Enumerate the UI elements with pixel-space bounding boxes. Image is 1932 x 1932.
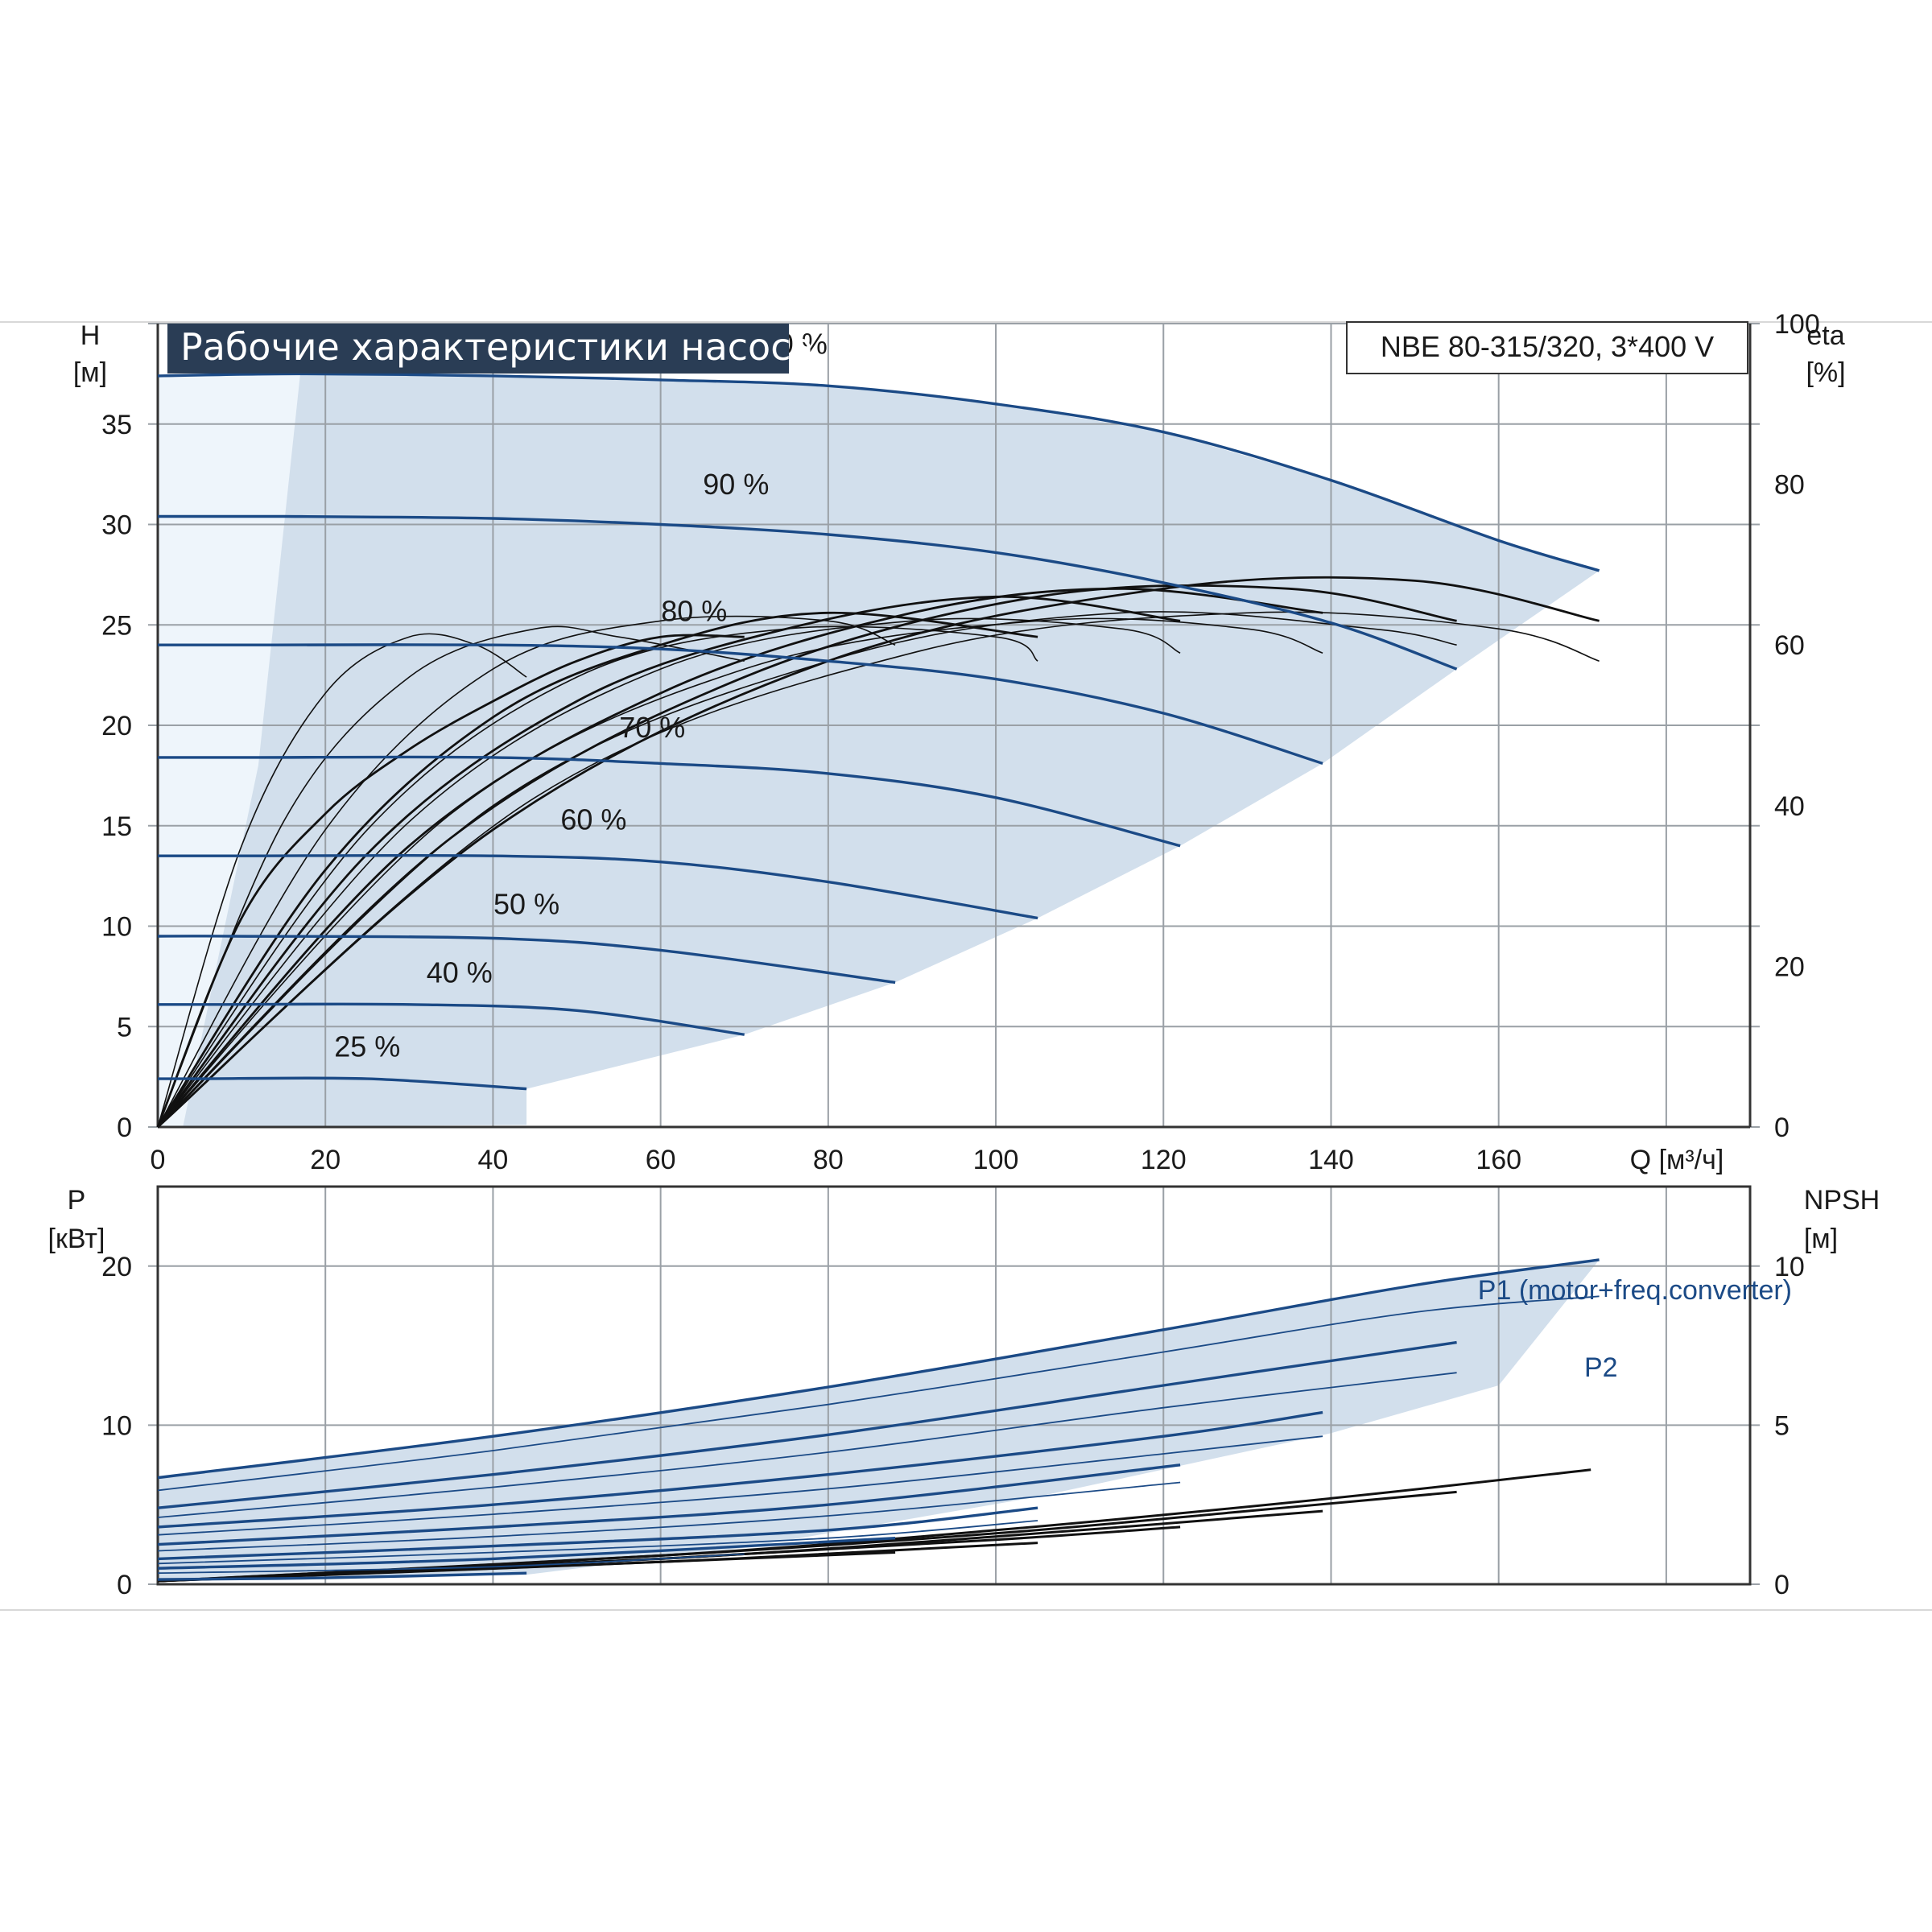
y2-tick-label: 60 — [1774, 630, 1805, 661]
head-curve — [158, 853, 1038, 920]
efficiency-curve — [157, 576, 1600, 1129]
head-curve — [157, 935, 896, 985]
npsh-tick-label: 10 — [1774, 1252, 1805, 1282]
y-axis-label: H — [80, 320, 101, 351]
p-tick-label: 0 — [117, 1570, 132, 1600]
head-panel: 100 %90 %80 %70 %60 %50 %40 %25 % 020406… — [73, 309, 1846, 1175]
efficiency-curve — [157, 617, 1181, 1128]
power-panel: 0 10 20 0 5 10 P [кВт] NPSH [м] P1 (motor+fre… — [48, 1185, 1880, 1600]
x-tick-label: 0 — [151, 1145, 166, 1175]
power-curve — [157, 1553, 745, 1575]
power-curves — [157, 1258, 1600, 1581]
y2-tick-label: 40 — [1774, 791, 1805, 822]
power-range — [158, 1259, 1600, 1580]
power-curve — [157, 1410, 1323, 1529]
y-tick-label: 35 — [101, 410, 132, 440]
head-axis-ticks: 0 20 40 60 80 100 120 140 160 0 5 10 15 20 25 30 35 0 20 40… — [101, 309, 1820, 1175]
power-curve — [157, 1258, 1600, 1480]
y-tick-label: 0 — [117, 1113, 132, 1143]
head-curve — [158, 643, 1323, 766]
npsh-tick-label: 5 — [1774, 1410, 1790, 1441]
npsh-axis-label: NPSH — [1804, 1185, 1880, 1216]
x-tick-label: 40 — [478, 1145, 509, 1175]
head-curve — [158, 1076, 527, 1091]
head-curves — [157, 372, 1600, 1091]
power-curve — [157, 1520, 1038, 1565]
y2-tick-label: 0 — [1774, 1113, 1790, 1143]
power-frame — [156, 1185, 1752, 1586]
x-tick-label: 60 — [646, 1145, 676, 1175]
power-curve — [157, 1481, 1181, 1552]
y2-axis-label: eta — [1806, 320, 1844, 351]
head-curve — [157, 372, 1600, 572]
speed-label: 80 % — [661, 594, 727, 627]
npsh-curve — [157, 1551, 896, 1583]
power-curve — [157, 1463, 1181, 1546]
p-tick-label: 20 — [101, 1252, 132, 1282]
head-curve — [158, 1002, 745, 1036]
power-curve — [157, 1295, 1600, 1492]
y2-tick-label: 20 — [1774, 952, 1805, 982]
p-tick-label: 10 — [101, 1410, 132, 1441]
power-curve — [157, 1372, 1457, 1518]
y2-tick-label: 80 — [1774, 470, 1805, 501]
y-axis-unit: [м] — [73, 357, 107, 388]
y-tick-label: 25 — [101, 610, 132, 641]
y-tick-label: 30 — [101, 510, 132, 541]
efficiency-curve — [157, 615, 896, 1128]
power-curve — [157, 1571, 527, 1581]
x-tick-label: 20 — [310, 1145, 341, 1175]
speed-label: 40 % — [427, 956, 493, 989]
chart-title: Рабочие характеристики насоса — [180, 325, 814, 369]
title-box — [167, 324, 789, 374]
npsh-axis-unit: [м] — [1804, 1224, 1838, 1254]
p1-label: P1 (motor+freq.converter) — [1478, 1275, 1792, 1306]
y2-tick-label: 100 — [1774, 309, 1820, 340]
y-tick-label: 10 — [101, 912, 132, 943]
y2-axis-unit: [%] — [1806, 357, 1845, 388]
x-tick-label: 100 — [973, 1145, 1019, 1175]
y-tick-label: 20 — [101, 711, 132, 741]
x-tick-label: 140 — [1308, 1145, 1354, 1175]
efficiency-curve — [157, 617, 1323, 1128]
power-curve — [157, 1340, 1457, 1509]
power-range-band — [158, 1259, 1600, 1580]
speed-label: 70 % — [619, 711, 685, 744]
x-tick-label: 120 — [1141, 1145, 1187, 1175]
efficiency-curve — [157, 625, 1038, 1128]
efficiency-curve — [156, 634, 745, 1128]
operating-range — [183, 374, 1600, 1127]
p-axis-label: P — [68, 1185, 86, 1216]
efficiency-curve — [157, 584, 1457, 1128]
speed-label: 25 % — [334, 1030, 400, 1063]
y-tick-label: 15 — [101, 811, 132, 842]
model-label: NBE 80-315/320, 3*400 V — [1381, 330, 1714, 363]
model-box — [1346, 321, 1748, 374]
x-tick-label: 160 — [1476, 1145, 1521, 1175]
operating-range-band — [158, 374, 1600, 1127]
npsh-tick-label: 0 — [1774, 1570, 1790, 1600]
p2-label: P2 — [1584, 1352, 1618, 1383]
speed-label: 60 % — [560, 803, 626, 836]
power-curve — [157, 1506, 1038, 1561]
power-curve — [157, 1537, 896, 1570]
power-curve — [157, 1435, 1323, 1536]
x-axis-label: Q [м³/ч] — [1630, 1145, 1724, 1175]
x-tick-label: 80 — [813, 1145, 844, 1175]
head-curve — [158, 755, 1181, 848]
efficiency-curves — [156, 576, 1600, 1129]
p-axis-unit: [кВт] — [48, 1224, 105, 1254]
speed-label: 50 % — [493, 888, 559, 921]
speed-label: 90 % — [703, 468, 769, 501]
power-axis-ticks: 0 10 20 0 5 10 — [101, 1252, 1805, 1600]
head-curve — [157, 514, 1458, 671]
head-grid — [148, 323, 1760, 1129]
y-tick-label: 5 — [117, 1012, 132, 1042]
